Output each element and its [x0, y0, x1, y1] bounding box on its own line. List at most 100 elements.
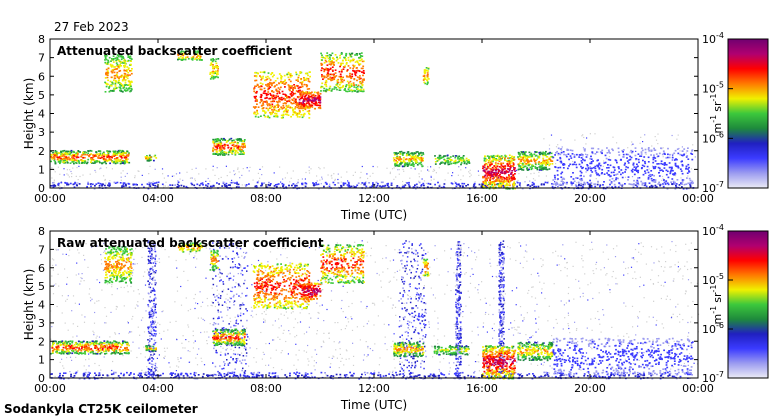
cloud-pixel — [289, 93, 292, 95]
noise-pixel — [627, 147, 629, 149]
noise-pixel — [66, 357, 68, 359]
cloud-pixel — [594, 170, 597, 172]
cloud-pixel — [669, 166, 672, 169]
cloud-pixel — [490, 163, 493, 165]
cloud-pixel — [156, 185, 159, 188]
noise-pixel — [430, 179, 432, 181]
cloud-pixel — [305, 77, 308, 80]
noise-pixel — [389, 171, 391, 173]
cloud-pixel — [110, 90, 113, 92]
cloud-pixel — [308, 117, 311, 119]
cloud-pixel — [641, 147, 643, 150]
cloud-pixel — [630, 149, 632, 152]
noise-pixel — [231, 334, 233, 337]
noise-pixel — [662, 156, 664, 158]
cloud-pixel — [269, 184, 271, 187]
cloud-pixel — [70, 159, 73, 161]
noise-pixel — [89, 297, 92, 299]
cloud-pixel — [686, 155, 689, 157]
noise-pixel — [672, 155, 674, 157]
cloud-pixel — [73, 183, 76, 185]
cloud-pixel — [240, 138, 242, 141]
cloud-pixel — [119, 182, 122, 184]
cloud-pixel — [86, 161, 89, 164]
noise-pixel — [438, 368, 440, 371]
noise-pixel — [318, 247, 320, 249]
cloud-pixel — [331, 79, 334, 81]
cloud-pixel — [102, 151, 105, 154]
cloud-pixel — [121, 84, 124, 86]
cloud-pixel — [243, 143, 246, 146]
cloud-pixel — [60, 181, 63, 184]
noise-pixel — [211, 240, 213, 242]
cloud-pixel — [176, 186, 179, 188]
cloud-pixel — [537, 163, 540, 165]
cloud-pixel — [112, 59, 115, 61]
noise-pixel — [134, 177, 136, 179]
noise-pixel — [62, 241, 64, 244]
cloud-pixel — [390, 182, 393, 185]
cloud-pixel — [110, 65, 112, 67]
cloud-pixel — [195, 57, 198, 59]
noise-pixel — [237, 168, 239, 170]
cloud-pixel — [648, 150, 651, 152]
cloud-pixel — [73, 154, 75, 156]
cloud-pixel — [245, 184, 248, 186]
cloud-pixel — [129, 83, 132, 85]
cloud-pixel — [609, 152, 611, 154]
cloud-pixel — [269, 86, 272, 88]
cloud-pixel — [579, 175, 582, 177]
cloud-pixel — [264, 79, 266, 82]
cloud-pixel — [105, 85, 108, 88]
cloud-pixel — [280, 78, 283, 80]
cloud-pixel — [122, 159, 124, 162]
noise-pixel — [591, 358, 593, 360]
cloud-pixel — [633, 183, 635, 186]
noise-pixel — [612, 136, 614, 138]
cloud-pixel — [486, 179, 488, 182]
cloud-pixel — [499, 182, 502, 185]
cloud-pixel — [107, 67, 110, 70]
cloud-pixel — [113, 153, 116, 156]
noise-pixel — [439, 183, 441, 186]
cloud-pixel — [217, 144, 220, 146]
cloud-pixel — [342, 85, 345, 87]
cloud-pixel — [351, 73, 354, 75]
noise-pixel — [460, 273, 463, 275]
cloud-pixel — [490, 175, 493, 177]
cloud-pixel — [676, 165, 679, 168]
cloud-pixel — [603, 162, 606, 164]
cloud-pixel — [181, 52, 184, 55]
cloud-pixel — [310, 99, 313, 102]
cloud-pixel — [260, 184, 262, 187]
cloud-pixel — [183, 53, 186, 55]
cloud-layer — [434, 154, 471, 166]
cloud-pixel — [444, 160, 447, 162]
cloud-pixel — [321, 67, 323, 69]
cloud-pixel — [355, 84, 358, 86]
cloud-pixel — [273, 97, 276, 99]
cloud-pixel — [436, 160, 439, 162]
cloud-pixel — [231, 144, 234, 147]
cloud-pixel — [194, 52, 197, 54]
cloud-pixel — [214, 72, 217, 74]
colorbar-tick-exponent: -5 — [716, 81, 724, 90]
cloud-pixel — [118, 65, 121, 68]
cloud-pixel — [121, 149, 124, 152]
cloud-pixel — [606, 152, 609, 154]
noise-pixel — [392, 340, 394, 342]
cloud-pixel — [681, 172, 684, 175]
cloud-pixel — [652, 179, 655, 181]
cloud-pixel — [198, 184, 201, 187]
cloud-pixel — [279, 97, 281, 99]
cloud-pixel — [328, 185, 331, 188]
noise-pixel — [434, 297, 436, 299]
cloud-pixel — [402, 160, 405, 163]
noise-pixel — [515, 304, 517, 306]
cloud-pixel — [508, 169, 511, 172]
noise-pixel — [233, 170, 235, 172]
cloud-pixel — [596, 183, 599, 186]
noise-pixel — [608, 156, 610, 158]
cloud-pixel — [234, 152, 237, 154]
noise-pixel — [372, 165, 374, 168]
